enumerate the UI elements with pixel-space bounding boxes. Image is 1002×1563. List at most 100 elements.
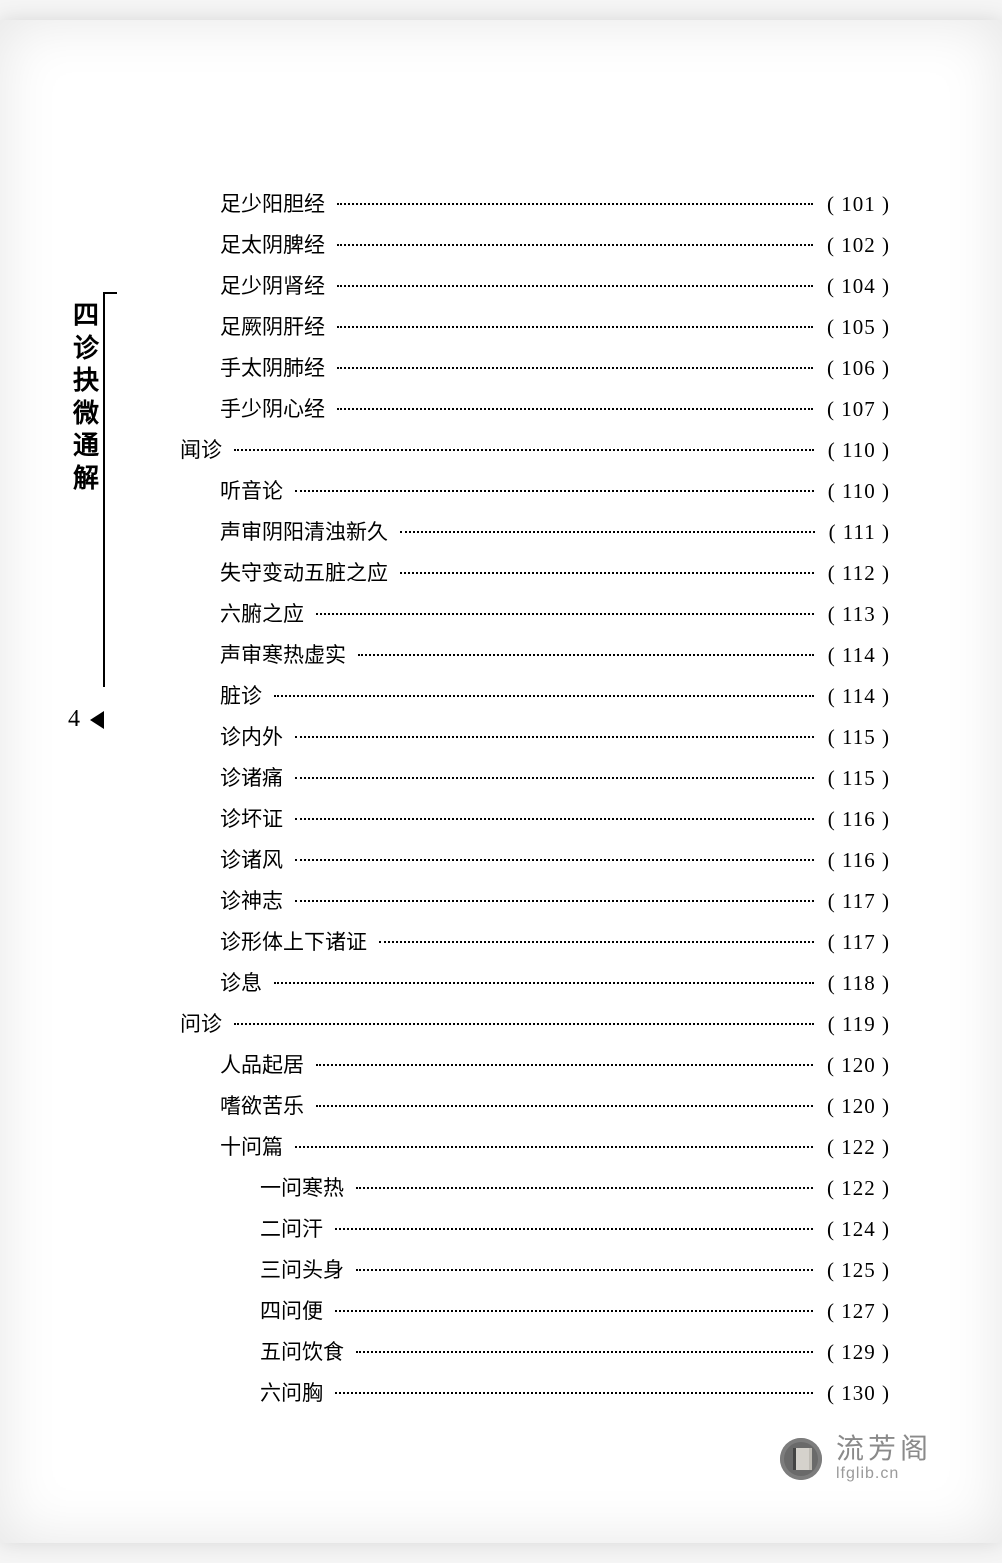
side-rule <box>103 292 105 687</box>
toc-page: ( 105 ) <box>821 315 890 340</box>
toc-row: 听音论 ( 110 ) <box>180 475 890 516</box>
toc-page: ( 127 ) <box>821 1299 890 1324</box>
toc-label: 嗜欲苦乐 <box>180 1090 316 1120</box>
toc-dot-leader <box>295 1146 813 1148</box>
toc-page: ( 111 ) <box>823 520 890 545</box>
toc-label: 三问头身 <box>180 1254 356 1284</box>
toc-page: ( 122 ) <box>821 1176 890 1201</box>
toc-dot-leader <box>337 203 813 205</box>
toc-label: 声审阴阳清浊新久 <box>180 516 400 546</box>
toc-dot-leader <box>274 982 814 984</box>
toc-row: 五问饮食 ( 129 ) <box>180 1336 890 1377</box>
toc-page: ( 129 ) <box>821 1340 890 1365</box>
toc-label: 四问便 <box>180 1295 335 1325</box>
toc-row: 诊息 ( 118 ) <box>180 967 890 1008</box>
toc-row: 手少阴心经( 107 ) <box>180 393 890 434</box>
toc-dot-leader <box>335 1310 813 1312</box>
toc-dot-leader <box>358 654 814 656</box>
toc-row: 人品起居( 120 ) <box>180 1049 890 1090</box>
toc-dot-leader <box>337 408 813 410</box>
toc-dot-leader <box>356 1269 813 1271</box>
toc-dot-leader <box>295 777 814 779</box>
toc-dot-leader <box>295 490 814 492</box>
toc-row: 二问汗 ( 124 ) <box>180 1213 890 1254</box>
page-number-marker-icon <box>90 711 104 729</box>
toc-dot-leader <box>356 1351 813 1353</box>
toc-dot-leader <box>337 326 813 328</box>
toc-dot-leader <box>337 367 813 369</box>
toc-label: 诊诸风 <box>180 844 295 874</box>
toc-page: ( 110 ) <box>822 479 890 504</box>
toc-row: 诊神志( 117 ) <box>180 885 890 926</box>
watermark-text: 流芳阁 lfglib.cn <box>836 1435 932 1483</box>
toc-label: 五问饮食 <box>180 1336 356 1366</box>
watermark-cn: 流芳阁 <box>836 1435 932 1466</box>
toc-page: ( 106 ) <box>821 356 890 381</box>
toc-dot-leader <box>400 531 815 533</box>
toc-label: 诊息 <box>180 967 274 997</box>
toc-label: 六腑之应 <box>180 598 316 628</box>
toc-page: ( 104 ) <box>821 274 890 299</box>
toc-label: 六问胸 <box>180 1377 335 1407</box>
toc-dot-leader <box>295 900 814 902</box>
toc-page: ( 116 ) <box>822 848 890 873</box>
toc-page: ( 116 ) <box>822 807 890 832</box>
toc-row: 闻诊 ( 110 ) <box>180 434 890 475</box>
toc-label: 足太阴脾经 <box>180 229 337 259</box>
toc-label: 诊坏证 <box>180 803 295 833</box>
toc-page: ( 117 ) <box>822 930 890 955</box>
toc-row: 诊诸风 ( 116 ) <box>180 844 890 885</box>
toc-dot-leader <box>295 818 814 820</box>
toc-row: 嗜欲苦乐( 120 ) <box>180 1090 890 1131</box>
toc-label: 足厥阴肝经 <box>180 311 337 341</box>
toc-label: 问诊 <box>180 1008 234 1038</box>
toc-row: 声审阴阳清浊新久 ( 111 ) <box>180 516 890 557</box>
toc-page: ( 117 ) <box>822 889 890 914</box>
book-icon <box>793 1448 809 1470</box>
toc-dot-leader <box>337 244 813 246</box>
toc-dot-leader <box>379 941 814 943</box>
toc-dot-leader <box>337 285 813 287</box>
toc-dot-leader <box>274 695 814 697</box>
toc-page: ( 118 ) <box>822 971 890 996</box>
watermark-en: lfglib.cn <box>836 1465 932 1483</box>
toc-page: ( 124 ) <box>821 1217 890 1242</box>
table-of-contents: 足少阳胆经( 101 )足太阴脾经( 102 )足少阴肾经( 104 )足厥阴肝… <box>180 188 890 1418</box>
toc-label: 声审寒热虚实 <box>180 639 358 669</box>
toc-page: ( 107 ) <box>821 397 890 422</box>
toc-label: 诊内外 <box>180 721 295 751</box>
toc-label: 听音论 <box>180 475 295 505</box>
toc-label: 二问汗 <box>180 1213 335 1243</box>
toc-dot-leader <box>335 1392 813 1394</box>
toc-page: ( 101 ) <box>821 192 890 217</box>
toc-label: 闻诊 <box>180 434 234 464</box>
toc-page: ( 119 ) <box>822 1012 890 1037</box>
toc-dot-leader <box>234 449 814 451</box>
toc-row: 诊形体上下诸证( 117 ) <box>180 926 890 967</box>
toc-page: ( 125 ) <box>821 1258 890 1283</box>
toc-row: 足厥阴肝经 ( 105 ) <box>180 311 890 352</box>
toc-dot-leader <box>295 859 814 861</box>
toc-row: 问诊 ( 119 ) <box>180 1008 890 1049</box>
toc-page: ( 122 ) <box>821 1135 890 1160</box>
toc-page: ( 115 ) <box>822 725 890 750</box>
side-rule-cap <box>103 292 117 294</box>
toc-page: ( 130 ) <box>821 1381 890 1406</box>
page-number-block: 4 <box>68 706 104 733</box>
side-title: 四诊抉微通解 <box>72 300 102 495</box>
toc-row: 三问头身 ( 125 ) <box>180 1254 890 1295</box>
toc-row: 六问胸 ( 130 ) <box>180 1377 890 1418</box>
toc-page: ( 113 ) <box>822 602 890 627</box>
toc-page: ( 114 ) <box>822 684 890 709</box>
toc-page: ( 112 ) <box>822 561 890 586</box>
toc-page: ( 110 ) <box>822 438 890 463</box>
toc-row: 诊坏证 ( 116 ) <box>180 803 890 844</box>
toc-row: 足太阴脾经( 102 ) <box>180 229 890 270</box>
toc-dot-leader <box>295 736 814 738</box>
toc-label: 一问寒热 <box>180 1172 356 1202</box>
toc-dot-leader <box>400 572 814 574</box>
toc-row: 一问寒热 ( 122 ) <box>180 1172 890 1213</box>
toc-row: 六腑之应 ( 113 ) <box>180 598 890 639</box>
toc-label: 手太阴肺经 <box>180 352 337 382</box>
watermark-logo-icon <box>780 1438 822 1480</box>
